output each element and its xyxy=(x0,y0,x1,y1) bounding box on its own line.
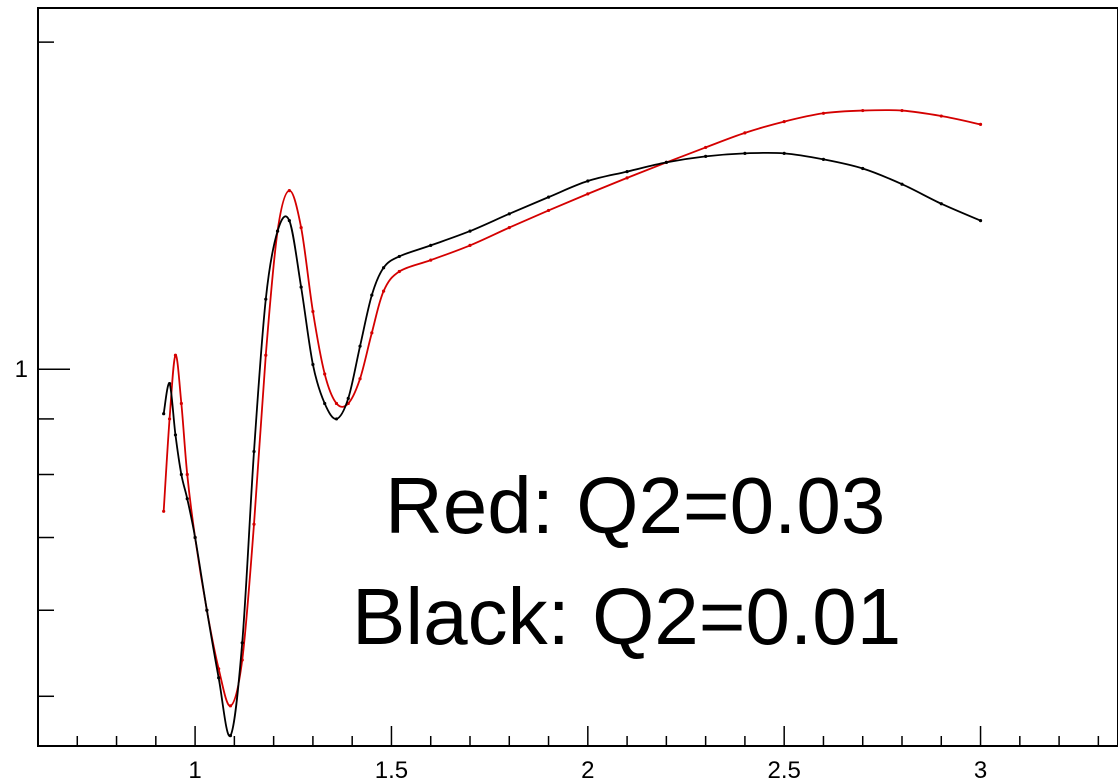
annotation-red: Red: Q2=0.03 xyxy=(385,461,885,550)
series-point-1 xyxy=(370,293,374,297)
series-point-1 xyxy=(382,266,386,270)
series-point-0 xyxy=(704,145,708,150)
series-point-0 xyxy=(185,472,189,477)
series-point-1 xyxy=(334,417,339,421)
series-point-0 xyxy=(468,243,472,248)
series-point-1 xyxy=(782,151,786,155)
series-point-1 xyxy=(546,195,551,199)
series-point-1 xyxy=(346,396,350,401)
annotation-black: Black: Q2=0.01 xyxy=(352,572,901,661)
series-point-1 xyxy=(507,212,511,216)
series-point-0 xyxy=(586,192,590,196)
series-point-1 xyxy=(205,608,209,612)
series-point-1 xyxy=(217,676,221,680)
series-point-1 xyxy=(429,243,433,248)
series-point-1 xyxy=(162,412,166,416)
series-point-1 xyxy=(287,219,291,223)
series-point-1 xyxy=(704,154,708,158)
series-point-1 xyxy=(900,182,904,186)
series-point-0 xyxy=(821,111,826,115)
series-point-1 xyxy=(193,535,197,540)
series-point-0 xyxy=(939,114,943,118)
x-tick-label: 3 xyxy=(974,757,987,784)
x-tick-label: 2.5 xyxy=(767,757,800,784)
series-point-0 xyxy=(162,509,166,513)
series-point-0 xyxy=(334,401,339,406)
series-point-0 xyxy=(323,372,327,376)
series-point-1 xyxy=(179,472,183,477)
series-point-0 xyxy=(311,309,315,314)
series-point-1 xyxy=(252,449,256,454)
series-layer xyxy=(162,108,983,738)
series-point-1 xyxy=(167,381,172,386)
y-tick-label: 1 xyxy=(15,356,28,383)
series-point-1 xyxy=(264,297,268,301)
x-tick-label: 1.5 xyxy=(375,757,408,784)
series-point-1 xyxy=(978,219,983,223)
series-point-1 xyxy=(743,151,747,155)
series-point-1 xyxy=(185,497,189,501)
series-point-1 xyxy=(625,170,629,174)
x-tick-label: 2 xyxy=(581,757,594,784)
x-tick-label: 1 xyxy=(188,757,201,784)
series-point-1 xyxy=(821,157,826,161)
series-point-0 xyxy=(546,208,551,213)
series-point-0 xyxy=(179,401,183,406)
x-axis: 1 1.5 2 2.5 3 xyxy=(37,726,1100,784)
series-point-0 xyxy=(370,331,374,335)
series-point-0 xyxy=(782,119,786,124)
y-axis: 1 xyxy=(15,41,70,698)
series-point-1 xyxy=(240,641,244,645)
series-point-0 xyxy=(861,108,865,113)
series-point-1 xyxy=(397,254,401,259)
series-point-0 xyxy=(382,289,386,293)
series-point-0 xyxy=(743,131,747,135)
series-point-0 xyxy=(429,258,433,262)
series-point-0 xyxy=(299,225,303,230)
series-point-0 xyxy=(358,377,362,381)
series-point-1 xyxy=(861,166,865,171)
series-point-0 xyxy=(173,353,178,357)
series-point-0 xyxy=(167,417,172,421)
series-point-1 xyxy=(275,229,280,233)
series-point-1 xyxy=(173,433,178,437)
series-point-0 xyxy=(900,108,904,113)
series-point-1 xyxy=(358,344,362,348)
series-point-0 xyxy=(264,353,268,357)
series-point-0 xyxy=(228,704,233,708)
series-line-1 xyxy=(162,151,981,737)
series-point-1 xyxy=(299,285,303,289)
series-point-1 xyxy=(939,202,943,206)
series-point-1 xyxy=(323,401,327,406)
series-point-1 xyxy=(228,734,233,738)
series-point-0 xyxy=(397,269,401,274)
series-point-0 xyxy=(625,176,629,180)
series-point-0 xyxy=(978,122,983,126)
series-point-1 xyxy=(586,179,590,183)
series-point-0 xyxy=(287,189,291,193)
series-point-1 xyxy=(311,362,315,367)
series-point-0 xyxy=(252,522,256,526)
series-point-1 xyxy=(664,160,668,165)
series-point-1 xyxy=(468,229,472,233)
plot-frame xyxy=(37,7,1118,747)
series-point-0 xyxy=(507,225,511,230)
